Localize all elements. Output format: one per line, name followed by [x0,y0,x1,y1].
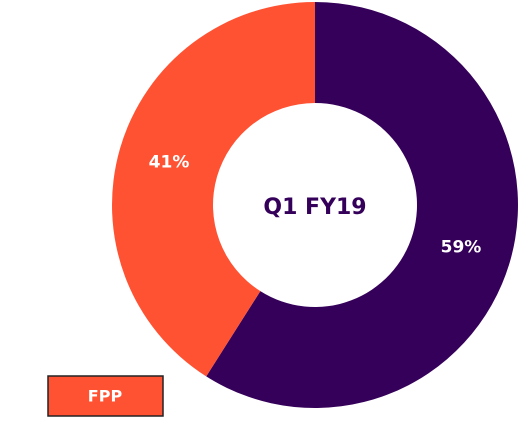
slice [111,2,316,377]
slice [206,2,518,408]
center-label: Q1 FY19 [263,195,366,220]
value-label: 59% [441,237,482,257]
legend-swatch [47,375,164,417]
value-label: 41% [149,153,190,173]
legend-label: FPP [88,387,123,406]
